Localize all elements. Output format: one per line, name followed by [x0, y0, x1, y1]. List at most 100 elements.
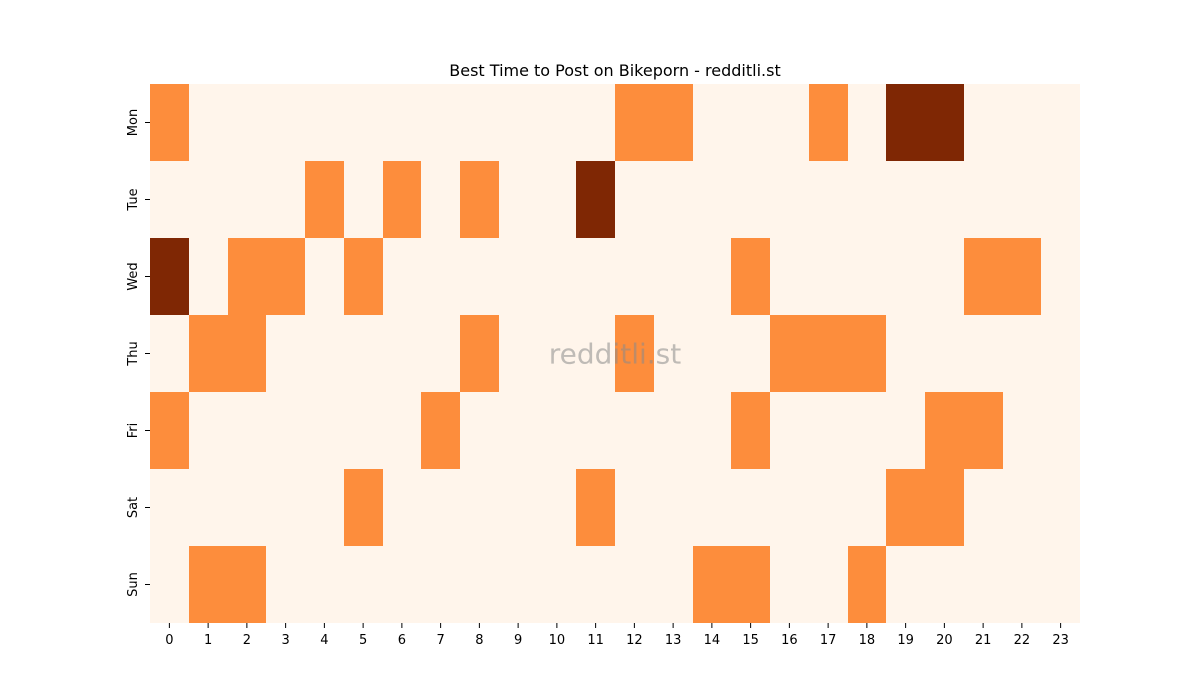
heatmap-cell-fri-4: [305, 392, 344, 469]
heatmap-cell-wed-15: [731, 238, 770, 315]
heatmap-cell-thu-19: [886, 315, 925, 392]
heatmap-cell-sun-20: [925, 546, 964, 623]
heatmap-cells: [150, 84, 1080, 623]
heatmap-cell-tue-23: [1041, 161, 1080, 238]
heatmap-cell-wed-19: [886, 238, 925, 315]
heatmap-cell-fri-8: [460, 392, 499, 469]
heatmap-cell-sat-21: [964, 469, 1003, 546]
heatmap-cell-tue-7: [421, 161, 460, 238]
heatmap-cell-mon-2: [228, 84, 266, 161]
heatmap-cell-mon-19: [886, 84, 925, 161]
heatmap-cell-thu-12: [615, 315, 654, 392]
heatmap-cell-sun-4: [305, 546, 344, 623]
heatmap-cell-fri-10: [538, 392, 576, 469]
heatmap-cell-mon-23: [1041, 84, 1080, 161]
heatmap-cell-fri-22: [1003, 392, 1041, 469]
heatmap-cell-sat-3: [266, 469, 305, 546]
heatmap-cell-fri-20: [925, 392, 964, 469]
heatmap-cell-wed-11: [576, 238, 615, 315]
heatmap-cell-sun-0: [150, 546, 189, 623]
heatmap-cell-wed-22: [1003, 238, 1041, 315]
heatmap-cell-sat-2: [228, 469, 266, 546]
watermark: redditli.st: [549, 338, 681, 371]
heatmap-cell-sun-16: [770, 546, 809, 623]
x-tick-label-19: 19: [897, 633, 914, 648]
heatmap-cell-sat-23: [1041, 469, 1080, 546]
heatmap-cell-thu-17: [809, 315, 848, 392]
heatmap-cell-mon-10: [538, 84, 576, 161]
heatmap-cell-tue-17: [809, 161, 848, 238]
y-tick-label-tue: Tue: [126, 188, 141, 211]
heatmap-cell-wed-0: [150, 238, 189, 315]
heatmap-cell-thu-23: [1041, 315, 1080, 392]
x-tick-label-16: 16: [781, 633, 798, 648]
heatmap-cell-mon-7: [421, 84, 460, 161]
heatmap-cell-sun-15: [731, 546, 770, 623]
heatmap-cell-thu-22: [1003, 315, 1041, 392]
heatmap-cell-thu-0: [150, 315, 189, 392]
heatmap-cell-wed-6: [383, 238, 421, 315]
heatmap-cell-sat-1: [189, 469, 228, 546]
heatmap-cell-tue-21: [964, 161, 1003, 238]
heatmap-cell-thu-14: [693, 315, 731, 392]
heatmap-cell-sat-20: [925, 469, 964, 546]
x-tick-label-7: 7: [436, 633, 444, 648]
heatmap-cell-sat-4: [305, 469, 344, 546]
heatmap-cell-tue-19: [886, 161, 925, 238]
heatmap-cell-sun-1: [189, 546, 228, 623]
x-tick-label-3: 3: [281, 633, 289, 648]
heatmap-cell-fri-13: [654, 392, 693, 469]
heatmap-cell-tue-15: [731, 161, 770, 238]
heatmap-cell-fri-17: [809, 392, 848, 469]
heatmap-cell-sun-8: [460, 546, 499, 623]
heatmap-cell-thu-8: [460, 315, 499, 392]
heatmap-cell-mon-20: [925, 84, 964, 161]
heatmap-cell-wed-21: [964, 238, 1003, 315]
heatmap-cell-wed-9: [499, 238, 538, 315]
heatmap-cell-fri-15: [731, 392, 770, 469]
x-tick-label-18: 18: [859, 633, 876, 648]
heatmap-cell-fri-18: [848, 392, 886, 469]
heatmap-cell-fri-9: [499, 392, 538, 469]
x-tick-label-2: 2: [243, 633, 251, 648]
heatmap-cell-tue-14: [693, 161, 731, 238]
heatmap-cell-wed-12: [615, 238, 654, 315]
heatmap-cell-sat-11: [576, 469, 615, 546]
heatmap-cell-wed-14: [693, 238, 731, 315]
heatmap-cell-thu-7: [421, 315, 460, 392]
y-tick-label-sat: Sat: [126, 497, 141, 518]
heatmap-cell-wed-10: [538, 238, 576, 315]
x-tick-label-1: 1: [204, 633, 212, 648]
x-tick-label-5: 5: [359, 633, 367, 648]
heatmap-cell-fri-1: [189, 392, 228, 469]
heatmap-cell-fri-21: [964, 392, 1003, 469]
heatmap-cell-sat-12: [615, 469, 654, 546]
heatmap-cell-fri-7: [421, 392, 460, 469]
heatmap-cell-tue-2: [228, 161, 266, 238]
heatmap-cell-sat-13: [654, 469, 693, 546]
heatmap-cell-tue-4: [305, 161, 344, 238]
heatmap-cell-tue-10: [538, 161, 576, 238]
heatmap-cell-wed-1: [189, 238, 228, 315]
x-tick-label-17: 17: [820, 633, 837, 648]
heatmap-cell-sun-19: [886, 546, 925, 623]
heatmap-cell-sun-23: [1041, 546, 1080, 623]
heatmap-cell-sun-9: [499, 546, 538, 623]
heatmap-cell-mon-9: [499, 84, 538, 161]
heatmap-cell-mon-5: [344, 84, 383, 161]
heatmap-cell-sun-14: [693, 546, 731, 623]
heatmap-cell-mon-13: [654, 84, 693, 161]
heatmap-cell-tue-9: [499, 161, 538, 238]
x-tick-label-10: 10: [549, 633, 566, 648]
x-tick-label-13: 13: [665, 633, 682, 648]
heatmap-cell-wed-23: [1041, 238, 1080, 315]
heatmap-cell-wed-20: [925, 238, 964, 315]
heatmap-cell-wed-3: [266, 238, 305, 315]
heatmap-cell-tue-11: [576, 161, 615, 238]
heatmap-cell-thu-10: [538, 315, 576, 392]
heatmap-cell-mon-8: [460, 84, 499, 161]
x-tick-label-0: 0: [165, 633, 173, 648]
heatmap-cell-fri-0: [150, 392, 189, 469]
heatmap-cell-wed-13: [654, 238, 693, 315]
